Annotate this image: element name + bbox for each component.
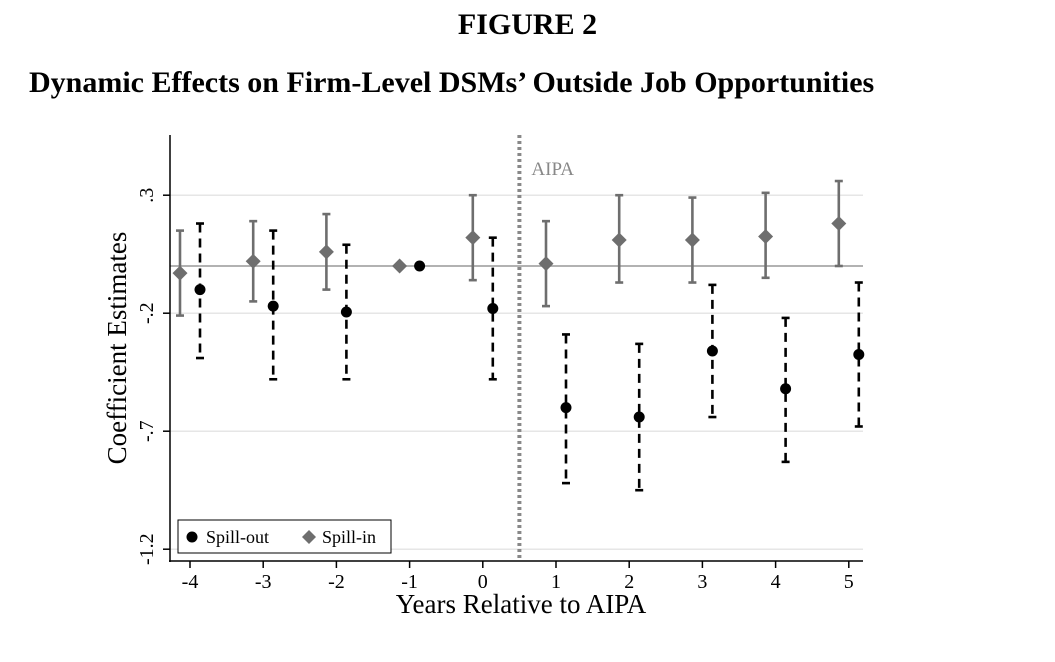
x-tick-label: -3 xyxy=(255,571,272,593)
legend-box xyxy=(177,519,392,554)
spill-in-point xyxy=(465,230,481,246)
x-tick-label: 4 xyxy=(771,571,781,593)
spill-out-point xyxy=(706,345,718,357)
y-tick-label: -1.2 xyxy=(136,533,158,565)
legend-marker-spill-out xyxy=(186,531,198,543)
x-tick-label: 3 xyxy=(697,571,707,593)
spill-in-point xyxy=(172,265,188,281)
x-tick-label: 0 xyxy=(478,571,488,593)
x-tick-label: -1 xyxy=(401,571,418,593)
y-tick-label: .3 xyxy=(136,188,158,203)
spill-in-point xyxy=(245,253,261,269)
spill-in-point xyxy=(831,216,847,232)
spill-out-point xyxy=(267,300,279,312)
legend: Spill-out Spill-in xyxy=(177,519,392,554)
spill-in-point xyxy=(611,232,627,248)
x-tick-label: 2 xyxy=(624,571,634,593)
x-tick-label: 1 xyxy=(551,571,561,593)
spill-out-point xyxy=(633,411,645,423)
axis-layer: .3 -.2 -.7 -1.2 -4 -3 -2 -1 0 1 2 3 4 5 AIPA xyxy=(136,135,863,593)
spill-out-point xyxy=(560,402,572,414)
aipa-marker-label: AIPA xyxy=(531,159,574,180)
spill-in-point xyxy=(318,244,334,260)
spill-out-point xyxy=(853,349,865,360)
spill-out-point xyxy=(340,306,352,318)
x-tick-label: -4 xyxy=(182,571,199,593)
y-axis-label: Coefficient Estimates xyxy=(102,232,132,465)
spill-in-point xyxy=(684,232,700,248)
spill-in-point xyxy=(758,229,774,244)
y-tick-label: -.2 xyxy=(136,302,158,324)
figure-title: Dynamic Effects on Firm-Level DSMs’ Outs… xyxy=(29,66,875,99)
legend-label-spill-out: Spill-out xyxy=(206,527,269,547)
x-axis-label: Years Relative to AIPA xyxy=(396,589,647,619)
spill-out-point xyxy=(194,284,206,296)
series-layer xyxy=(172,179,865,492)
spill-out-point xyxy=(780,383,792,395)
figure-label: FIGURE 2 xyxy=(457,8,598,41)
legend-label-spill-in: Spill-in xyxy=(322,527,376,547)
spill-out-point xyxy=(487,302,499,314)
spill-in-point xyxy=(538,256,554,272)
legend-marker-spill-in xyxy=(302,530,316,544)
spill-in-point xyxy=(392,258,408,274)
spill-out-point xyxy=(414,260,426,272)
y-tick-label: -.7 xyxy=(136,420,158,442)
x-tick-label: 5 xyxy=(844,571,854,593)
x-tick-label: -2 xyxy=(328,571,345,593)
